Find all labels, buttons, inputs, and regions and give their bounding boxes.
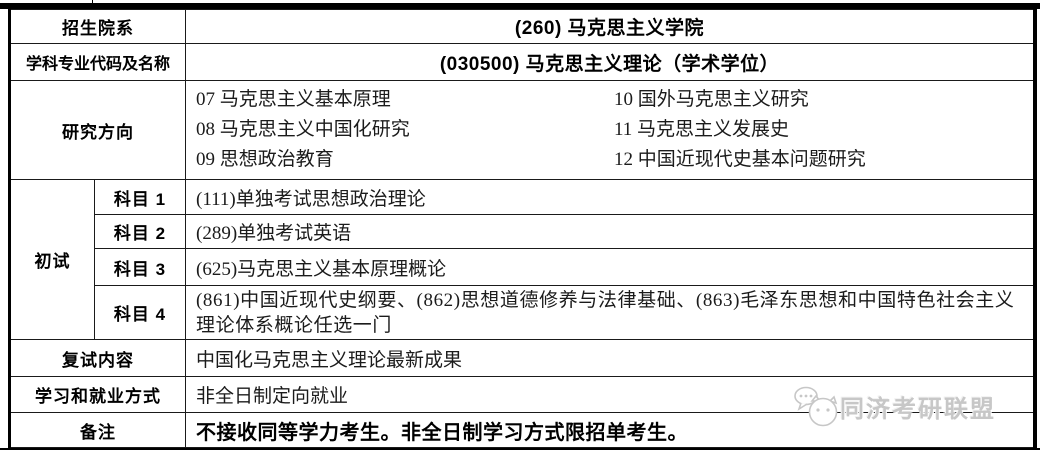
program-table: 招生院系 (260) 马克思主义学院 学科专业代码及名称 (030500) 马克… <box>8 9 1037 448</box>
table-row: 研究方向 07 马克思主义基本原理 08 马克思主义中国化研究 09 思想政治教… <box>9 80 1036 180</box>
research-directions-right-column: 10 国外马克思主义研究 11 马克思主义发展史 12 中国近现代史基本问题研究 <box>614 85 866 175</box>
cell-retest-content: 中国化马克思主义理论最新成果 <box>185 339 1036 377</box>
row-label-remarks: 备注 <box>9 412 186 448</box>
research-direction-item: 12 中国近现代史基本问题研究 <box>614 149 866 170</box>
cell-subject-4: (861)中国近现代史纲要、(862)思想道德修养与法律基础、(863)毛泽东思… <box>185 285 1036 340</box>
row-label-major-code-name: 学科专业代码及名称 <box>9 43 186 81</box>
row-label-subject-4: 科目 4 <box>94 285 186 340</box>
research-direction-item: 10 国外马克思主义研究 <box>614 89 809 110</box>
row-label-initial-exam: 初试 <box>9 179 95 340</box>
table-row: 科目 2 (289)单独考试英语 <box>10 214 1036 249</box>
table-row: 招生院系 (260) 马克思主义学院 <box>9 9 1036 44</box>
cell-research-directions: 07 马克思主义基本原理 08 马克思主义中国化研究 09 思想政治教育 10 … <box>185 80 1036 180</box>
table-row: 科目 3 (625)马克思主义基本原理概论 <box>10 248 1036 286</box>
research-directions-columns: 07 马克思主义基本原理 08 马克思主义中国化研究 09 思想政治教育 10 … <box>196 85 1027 175</box>
cell-subject-3: (625)马克思主义基本原理概论 <box>185 248 1036 286</box>
table-row: 学习和就业方式 非全日制定向就业 <box>9 376 1036 413</box>
research-direction-item: 09 思想政治教育 <box>196 149 334 170</box>
research-direction-item: 07 马克思主义基本原理 <box>196 89 391 110</box>
cell-study-mode: 非全日制定向就业 <box>185 376 1036 413</box>
table-row: 科目 4 (861)中国近现代史纲要、(862)思想道德修养与法律基础、(863… <box>10 285 1036 340</box>
cell-remarks: 不接收同等学力考生。非全日制学习方式限招单考生。 <box>185 412 1036 448</box>
row-label-enrollment-dept: 招生院系 <box>9 9 186 44</box>
research-directions-left-column: 07 马克思主义基本原理 08 马克思主义中国化研究 09 思想政治教育 <box>196 85 614 175</box>
column-divider-remnant <box>92 0 93 3</box>
cell-enrollment-dept: (260) 马克思主义学院 <box>185 9 1036 44</box>
row-label-retest-content: 复试内容 <box>9 339 186 377</box>
table-row: 备注 不接收同等学力考生。非全日制学习方式限招单考生。 <box>9 412 1036 448</box>
row-label-research-directions: 研究方向 <box>9 80 186 180</box>
research-direction-item: 11 马克思主义发展史 <box>614 119 790 140</box>
cell-subject-2: (289)单独考试英语 <box>185 214 1036 249</box>
row-label-subject-3: 科目 3 <box>94 248 186 286</box>
research-direction-item: 08 马克思主义中国化研究 <box>196 119 410 140</box>
cell-major-code-name: (030500) 马克思主义理论（学术学位） <box>185 43 1036 81</box>
row-label-subject-1: 科目 1 <box>94 179 186 215</box>
table-row: 学科专业代码及名称 (030500) 马克思主义理论（学术学位） <box>9 43 1036 81</box>
cropped-row-above <box>0 0 1040 3</box>
row-label-study-mode: 学习和就业方式 <box>9 376 186 413</box>
section-divider-top <box>0 3 1040 9</box>
row-label-subject-2: 科目 2 <box>94 214 186 249</box>
cell-subject-1: (111)单独考试思想政治理论 <box>185 179 1036 215</box>
section-divider-bottom <box>0 448 1040 450</box>
table-row: 初试 科目 1 (111)单独考试思想政治理论 <box>9 179 1036 340</box>
table-row: 复试内容 中国化马克思主义理论最新成果 <box>9 339 1036 377</box>
